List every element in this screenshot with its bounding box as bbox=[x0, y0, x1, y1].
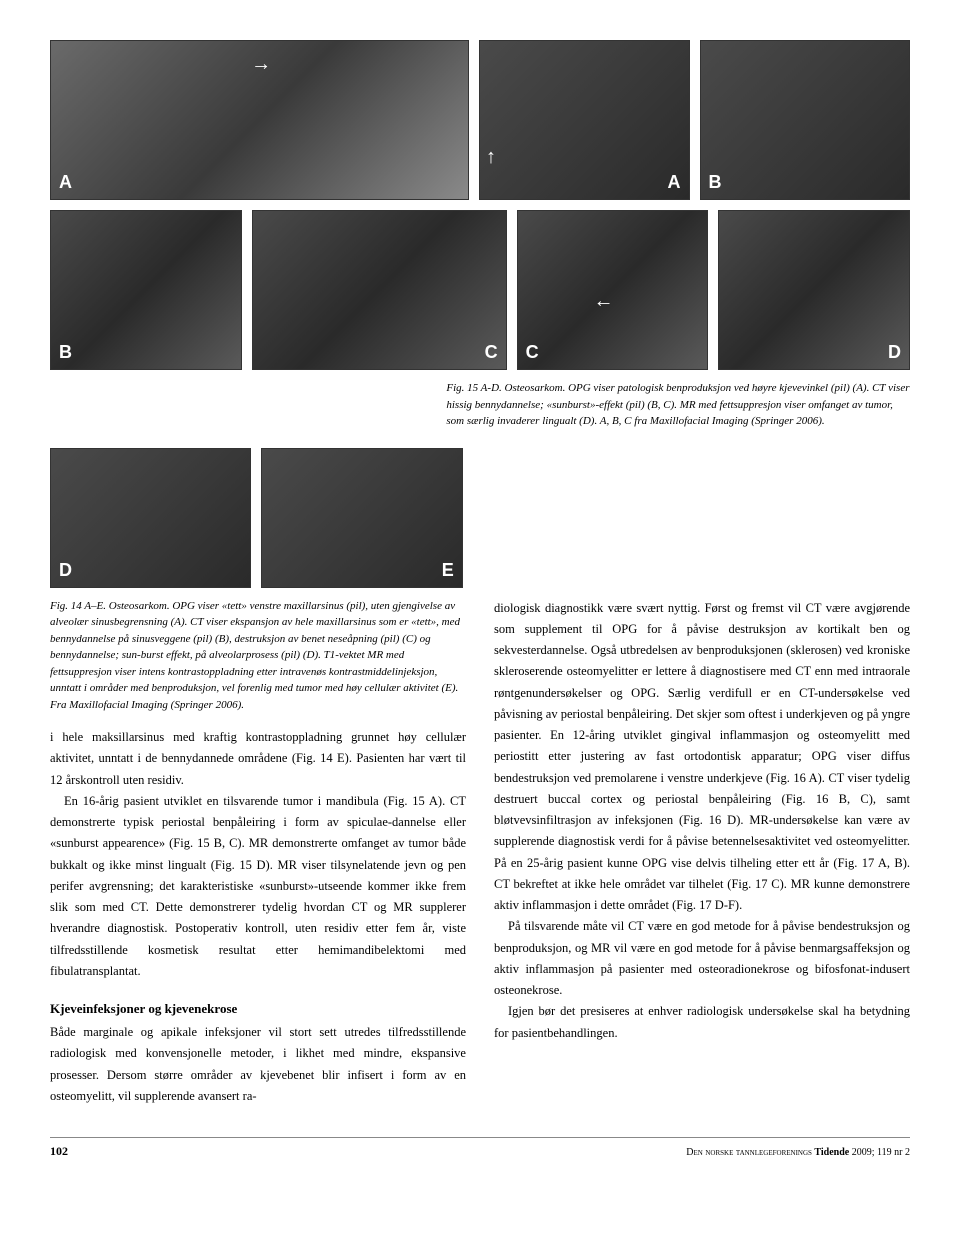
fig14-panel-e: E bbox=[261, 448, 462, 588]
fig14-panel-c: C bbox=[252, 210, 507, 370]
panel-label: E bbox=[442, 560, 454, 581]
panel-label: D bbox=[59, 560, 72, 581]
page-footer: 102 Den norske tannlegeforenings Tidende… bbox=[50, 1137, 910, 1159]
figure-row-bottom: D E bbox=[50, 448, 463, 588]
paragraph: i hele maksillarsinus med kraftig kontra… bbox=[50, 727, 466, 791]
figure-row-top: → A ↑ A B bbox=[50, 40, 910, 200]
arrow-icon: → bbox=[251, 53, 271, 76]
body-text-left: i hele maksillarsinus med kraftig kontra… bbox=[50, 727, 466, 1107]
fig14-panel-b: B bbox=[50, 210, 242, 370]
journal-reference: Den norske tannlegeforenings Tidende 200… bbox=[686, 1147, 910, 1158]
fig15-panel-d: D bbox=[718, 210, 910, 370]
fig15-panel-c: ← C bbox=[517, 210, 709, 370]
column-right: diologisk diagnostikk være svært nyttig.… bbox=[494, 598, 910, 1108]
journal-title: Tidende bbox=[814, 1147, 849, 1158]
body-text-right: diologisk diagnostikk være svært nyttig.… bbox=[494, 598, 910, 1044]
arrow-icon: ↑ bbox=[486, 146, 496, 169]
paragraph: På tilsvarende måte vil CT være en god m… bbox=[494, 916, 910, 1001]
page-number: 102 bbox=[50, 1144, 68, 1159]
fig15-panel-a-opg: → A bbox=[50, 40, 469, 200]
panel-label: D bbox=[888, 342, 901, 363]
caption-row-fig15: Fig. 15 A-D. Osteosarkom. OPG viser pato… bbox=[50, 380, 910, 430]
panel-label: A bbox=[59, 172, 72, 193]
panel-label: A bbox=[668, 172, 681, 193]
panel-label: C bbox=[485, 342, 498, 363]
paragraph: Både marginale og apikale infeksjoner vi… bbox=[50, 1022, 466, 1107]
fig15-caption: Fig. 15 A-D. Osteosarkom. OPG viser pato… bbox=[446, 380, 910, 430]
text-columns: Fig. 14 A–E. Osteosarkom. OPG viser «tet… bbox=[50, 598, 910, 1108]
paragraph: Igjen bør det presiseres at enhver radio… bbox=[494, 1001, 910, 1044]
column-left: Fig. 14 A–E. Osteosarkom. OPG viser «tet… bbox=[50, 598, 466, 1108]
fig15-panel-b-ct: B bbox=[700, 40, 911, 200]
figure-row-mid: B C ← C D bbox=[50, 210, 910, 370]
journal-name: Den norske tannlegeforenings bbox=[686, 1147, 812, 1158]
arrow-icon: ← bbox=[593, 290, 613, 313]
paragraph: diologisk diagnostikk være svært nyttig.… bbox=[494, 598, 910, 917]
fig14-panel-d: D bbox=[50, 448, 251, 588]
section-heading: Kjeveinfeksjoner og kjevenekrose bbox=[50, 998, 466, 1020]
panel-label: C bbox=[526, 342, 539, 363]
fig15-panel-a-ct: ↑ A bbox=[479, 40, 690, 200]
panel-label: B bbox=[709, 172, 722, 193]
panel-label: B bbox=[59, 342, 72, 363]
paragraph: En 16-årig pasient utviklet en tilsvaren… bbox=[50, 791, 466, 982]
journal-issue: 2009; 119 nr 2 bbox=[852, 1147, 910, 1158]
fig14-caption: Fig. 14 A–E. Osteosarkom. OPG viser «tet… bbox=[50, 598, 466, 714]
